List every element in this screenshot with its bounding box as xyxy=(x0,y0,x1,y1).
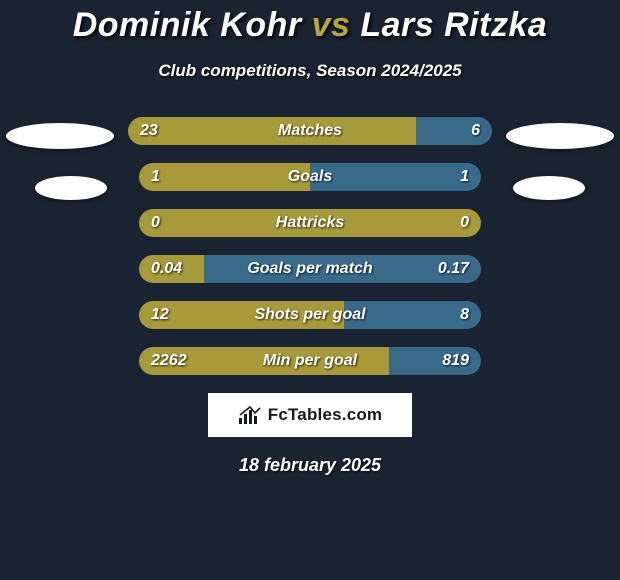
player-ellipse xyxy=(506,123,614,149)
stat-row: 2262 819 Min per goal xyxy=(0,347,620,375)
stat-value-left: 23 xyxy=(128,122,170,140)
stat-bar: 12 8 Shots per goal xyxy=(139,301,481,329)
stat-bar: 0.04 0.17 Goals per match xyxy=(139,255,481,283)
stat-bar-right: 6 xyxy=(416,117,492,145)
title-vs: vs xyxy=(312,6,351,44)
stat-label: Min per goal xyxy=(263,352,357,370)
stat-value-left: 1 xyxy=(139,168,172,186)
branding-badge: FcTables.com xyxy=(208,393,412,437)
comparison-rows: 23 6 Matches 1 1 Goals 0 0 Hattricks 0.04 0.17 Goal… xyxy=(0,117,620,375)
branding-text: FcTables.com xyxy=(268,405,383,425)
stat-value-right: 0.17 xyxy=(426,260,481,278)
subtitle: Club competitions, Season 2024/2025 xyxy=(0,61,620,81)
stat-bar-right: 819 xyxy=(389,347,481,375)
comparison-infographic: Dominik Kohr vs Lars Ritzka Club competi… xyxy=(0,0,620,476)
stat-label: Goals xyxy=(288,168,332,186)
stat-row: 0 0 Hattricks xyxy=(0,209,620,237)
stat-value-left: 12 xyxy=(139,306,181,324)
player-ellipse xyxy=(35,176,107,200)
stat-row: 12 8 Shots per goal xyxy=(0,301,620,329)
player-ellipse xyxy=(6,123,114,149)
stat-value-left: 2262 xyxy=(139,352,199,370)
page-title: Dominik Kohr vs Lars Ritzka xyxy=(0,6,620,45)
stat-value-right: 819 xyxy=(430,352,481,370)
stat-label: Goals per match xyxy=(247,260,372,278)
title-player1: Dominik Kohr xyxy=(73,6,302,44)
stat-bar: 0 0 Hattricks xyxy=(139,209,481,237)
stat-bar-left: 0.04 xyxy=(139,255,204,283)
stat-bar-left: 23 xyxy=(128,117,416,145)
date-text: 18 february 2025 xyxy=(0,455,620,476)
stat-value-right: 0 xyxy=(448,214,481,232)
stat-value-right: 8 xyxy=(448,306,481,324)
stat-label: Shots per goal xyxy=(254,306,365,324)
stat-bar: 1 1 Goals xyxy=(139,163,481,191)
stat-value-right: 1 xyxy=(448,168,481,186)
stat-label: Hattricks xyxy=(276,214,344,232)
stat-label: Matches xyxy=(278,122,342,140)
stat-value-right: 6 xyxy=(459,122,492,140)
stat-row: 0.04 0.17 Goals per match xyxy=(0,255,620,283)
chart-bars-icon xyxy=(238,405,262,425)
stat-bar-left: 1 xyxy=(139,163,310,191)
title-player2: Lars Ritzka xyxy=(360,6,547,44)
stat-bar-right: 1 xyxy=(310,163,481,191)
stat-bar: 23 6 Matches xyxy=(128,117,492,145)
stat-value-left: 0.04 xyxy=(139,260,194,278)
player-ellipse xyxy=(513,176,585,200)
stat-bar: 2262 819 Min per goal xyxy=(139,347,481,375)
stat-value-left: 0 xyxy=(139,214,172,232)
